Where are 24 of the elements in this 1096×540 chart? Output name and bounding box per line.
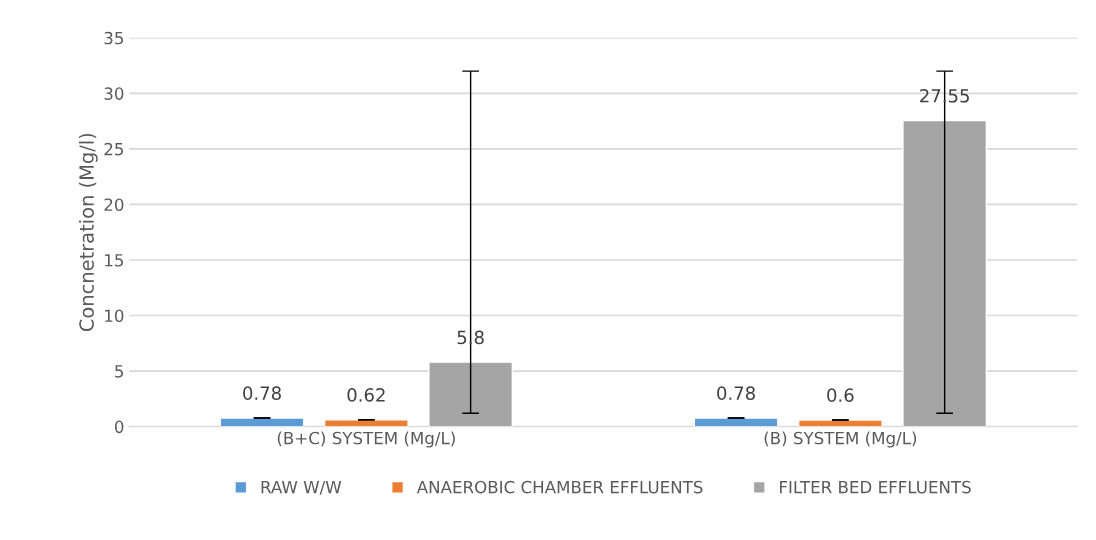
- y-tick-label: 15: [105, 254, 124, 267]
- bar: [219, 417, 305, 427]
- y-tick-label: 30: [104, 87, 124, 100]
- data-label: 0.78: [243, 386, 281, 400]
- y-tick-label: 10: [105, 309, 124, 323]
- y-tick-label: 0: [114, 420, 124, 434]
- bar: [797, 419, 883, 427]
- bar: [428, 361, 514, 427]
- bar: [693, 417, 779, 427]
- legend-label: RAW W/W: [261, 480, 342, 495]
- data-label: 0.6: [827, 388, 854, 402]
- bar: [902, 119, 988, 427]
- y-axis-title: Concnetration (Mg/l): [78, 133, 98, 332]
- x-tick-label: (B+C) SYSTEM (Mg/L): [277, 431, 455, 448]
- x-tick-label: (B) SYSTEM (Mg/L): [764, 431, 917, 448]
- data-label: 0.62: [347, 388, 385, 402]
- y-tick-label: 20: [104, 198, 124, 211]
- bar: [323, 419, 409, 427]
- y-tick-label: 5: [115, 365, 124, 378]
- y-tick-label: 25: [104, 142, 124, 156]
- legend-label: FILTER BED EFFLUENTS: [780, 480, 971, 494]
- data-label: 0.78: [717, 386, 755, 400]
- legend-label: ANAEROBIC CHAMBER EFFLUENTS: [416, 480, 703, 494]
- y-tick-label: 35: [104, 31, 124, 45]
